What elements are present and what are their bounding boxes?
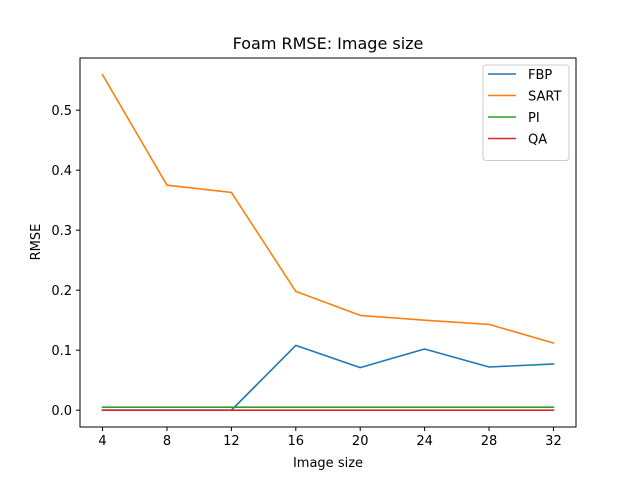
legend-label-sart: SART — [528, 90, 561, 105]
plot-frame — [79, 57, 577, 428]
y-tick-label: 0.2 — [51, 284, 72, 299]
x-tick-label: 8 — [163, 434, 171, 449]
y-axis-label: RMSE — [29, 224, 44, 261]
y-tick-label: 0.4 — [51, 164, 72, 179]
legend-label-pi: PI — [528, 111, 540, 126]
legend-box — [482, 64, 570, 161]
x-tick-label: 16 — [288, 434, 305, 449]
y-tick-label: 0.1 — [51, 344, 72, 359]
x-tick-label: 4 — [98, 434, 106, 449]
x-axis: 4 8 12 16 20 24 28 32 — [98, 427, 562, 449]
legend: FBP SART PI QA — [482, 64, 570, 161]
y-tick-label: 0.5 — [51, 104, 72, 119]
y-tick-label: 0.3 — [51, 224, 72, 239]
legend-label-fbp: FBP — [528, 68, 552, 83]
series-line-fbp — [101, 344, 555, 412]
series-layer — [101, 73, 555, 412]
x-tick-label: 20 — [352, 434, 369, 449]
x-tick-label: 12 — [223, 434, 240, 449]
x-tick-label: 32 — [545, 434, 562, 449]
x-axis-label: Image size — [293, 456, 363, 471]
legend-label-qa: QA — [528, 133, 547, 148]
y-tick-label: 0.0 — [51, 404, 72, 419]
x-tick-label: 28 — [481, 434, 498, 449]
y-axis: 0.0 0.1 0.2 0.3 0.4 0.5 — [51, 104, 80, 419]
x-tick-label: 24 — [416, 434, 433, 449]
series-line-sart — [101, 73, 555, 344]
chart-title: Foam RMSE: Image size — [233, 34, 424, 53]
